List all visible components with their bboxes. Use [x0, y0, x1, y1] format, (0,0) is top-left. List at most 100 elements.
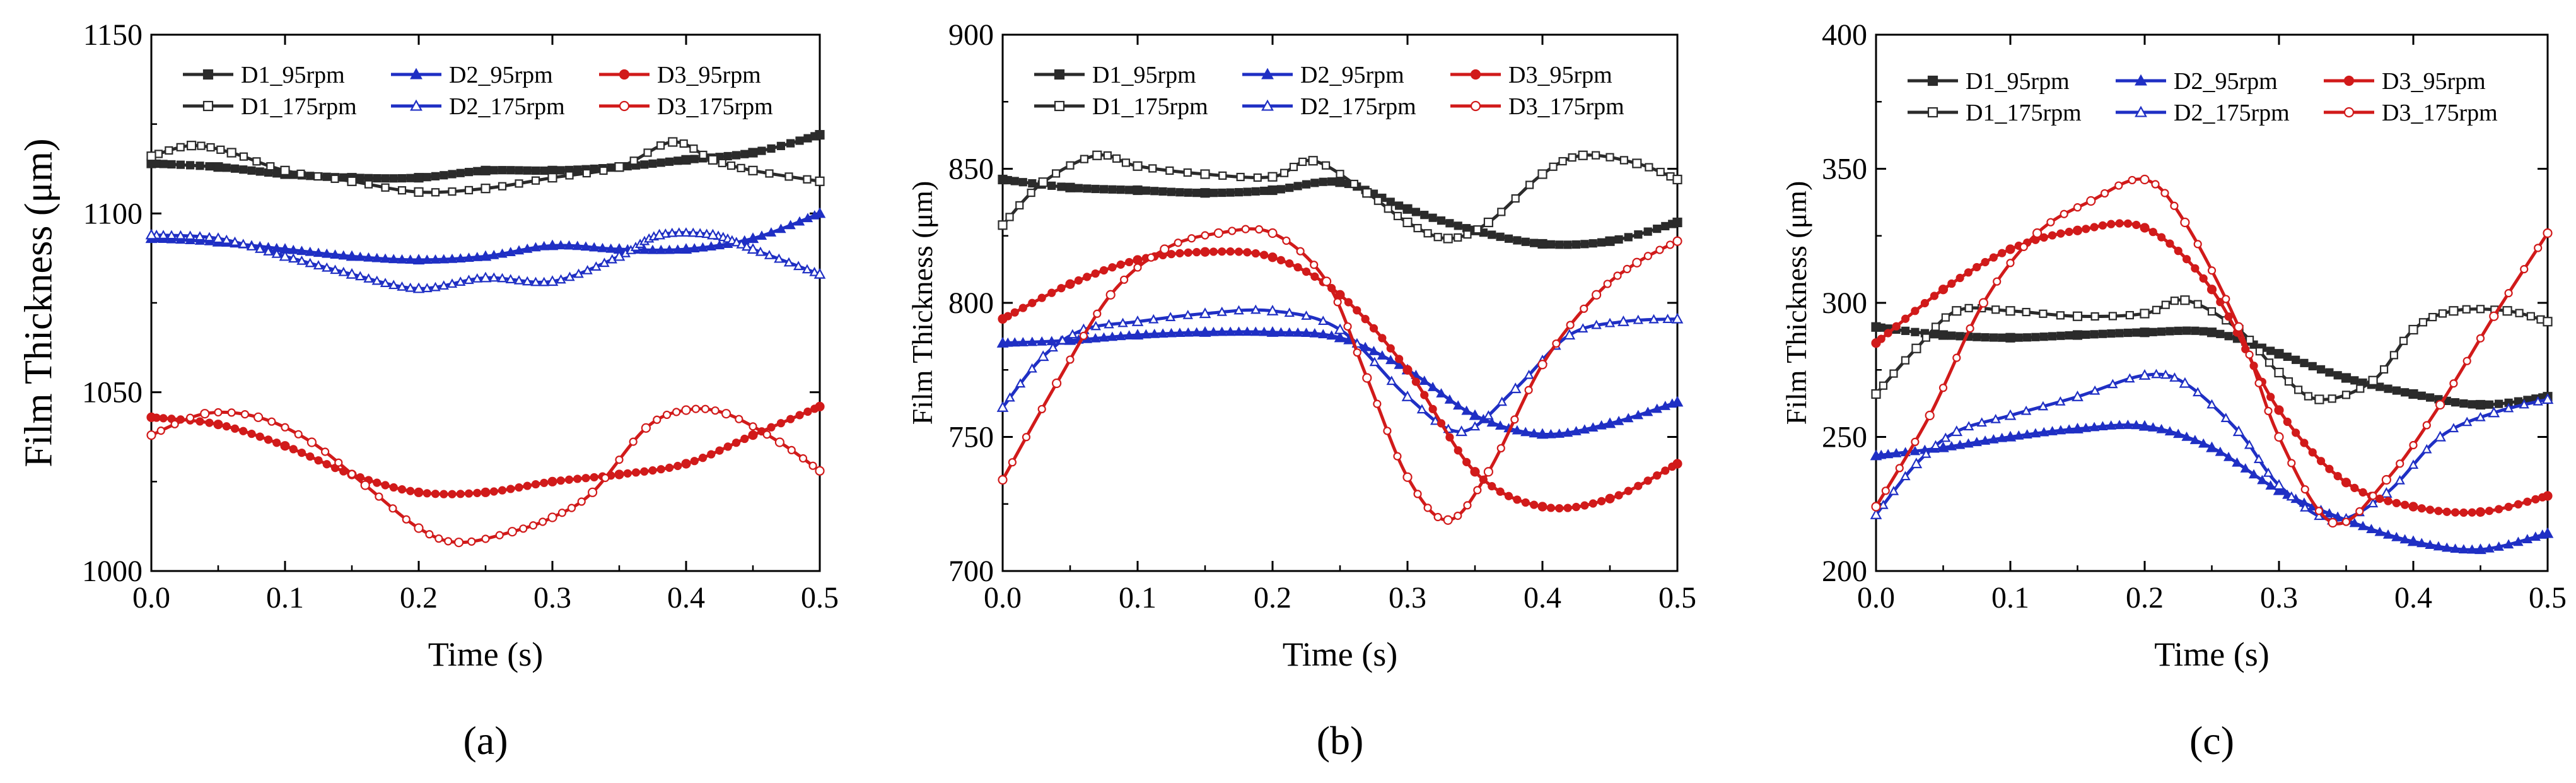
- data-marker: [688, 227, 699, 237]
- data-point: [2474, 543, 2486, 555]
- data-marker: [2014, 333, 2023, 342]
- data-marker: [2216, 329, 2225, 338]
- data-marker: [456, 490, 465, 498]
- data-point: [213, 420, 223, 430]
- x-axis-label: Time (s): [428, 635, 544, 673]
- data-marker: [1642, 406, 1653, 416]
- data-marker: [1445, 433, 1454, 442]
- data-point: [1334, 323, 1346, 334]
- data-point: [1065, 279, 1075, 289]
- data-marker: [2263, 468, 2274, 477]
- data-point: [998, 220, 1008, 230]
- data-marker: [1373, 399, 1382, 408]
- data-point: [2004, 430, 2017, 442]
- data-marker: [1336, 170, 1344, 179]
- data-marker: [467, 537, 476, 546]
- data-marker: [1955, 332, 1964, 341]
- data-marker: [680, 227, 692, 237]
- series-D1_175rpm: [146, 137, 825, 197]
- data-marker: [1394, 359, 1404, 369]
- data-marker: [1028, 298, 1037, 307]
- data-marker: [519, 524, 528, 533]
- data-marker: [1385, 355, 1396, 365]
- data-marker: [2100, 189, 2109, 198]
- data-marker: [305, 246, 315, 256]
- data-marker: [1469, 421, 1481, 431]
- data-point: [2232, 425, 2245, 437]
- data-marker: [577, 497, 586, 506]
- data-marker: [1125, 257, 1134, 267]
- data-marker: [660, 228, 671, 238]
- legend-label: D3_95rpm: [1508, 62, 1612, 88]
- data-marker: [2115, 329, 2124, 338]
- data-marker: [539, 240, 549, 250]
- data-marker: [2316, 365, 2326, 374]
- data-point: [2072, 311, 2083, 321]
- data-marker: [776, 141, 786, 150]
- data-marker: [1888, 485, 1899, 495]
- data-marker: [230, 424, 240, 433]
- data-marker: [2394, 474, 2405, 485]
- data-point: [998, 474, 1008, 485]
- data-marker: [538, 517, 547, 526]
- data-point: [2408, 324, 2418, 335]
- data-marker: [1187, 234, 1196, 243]
- data-marker: [1090, 333, 1101, 343]
- data-marker: [673, 227, 684, 237]
- data-marker: [2358, 488, 2367, 497]
- data-marker: [1634, 230, 1643, 239]
- legend-entry: D2_95rpm: [1242, 62, 1404, 88]
- data-marker: [388, 504, 397, 513]
- data-marker: [375, 492, 383, 501]
- data-marker: [647, 244, 658, 254]
- data-marker: [528, 521, 538, 530]
- data-marker: [2468, 508, 2476, 517]
- data-marker: [2148, 422, 2159, 432]
- data-marker: [1643, 227, 1652, 236]
- legend-entry: D1_95rpm: [183, 62, 345, 88]
- data-marker: [2215, 446, 2226, 456]
- data-marker: [2375, 382, 2384, 391]
- data-marker: [505, 274, 516, 283]
- legend-entry: D1_175rpm: [1908, 100, 2082, 126]
- data-point: [1871, 322, 1881, 332]
- data-marker: [2532, 396, 2543, 406]
- data-marker: [489, 487, 498, 496]
- data-marker: [2193, 300, 2202, 309]
- data-marker: [2056, 331, 2065, 340]
- y-axis-label: Film Thickness (μm): [18, 138, 61, 467]
- legend-entry: D1_95rpm: [1034, 62, 1196, 88]
- data-marker: [239, 165, 248, 174]
- series-line: [1875, 372, 2548, 522]
- data-marker: [1436, 388, 1447, 397]
- data-marker: [1990, 413, 2001, 423]
- data-marker: [2325, 368, 2334, 377]
- data-marker: [1578, 323, 1588, 333]
- data-marker: [2132, 328, 2141, 337]
- data-marker: [1218, 247, 1227, 256]
- data-marker: [1344, 298, 1353, 307]
- data-marker: [1010, 308, 1019, 317]
- data-point: [1910, 457, 1923, 469]
- data-marker: [2107, 329, 2116, 338]
- data-marker: [1022, 433, 1031, 442]
- data-marker: [1558, 156, 1567, 166]
- data-marker: [2523, 497, 2532, 506]
- data-marker: [1512, 425, 1523, 435]
- data-point: [414, 173, 424, 183]
- data-point: [2541, 527, 2554, 538]
- data-point: [1536, 428, 1549, 439]
- data-marker: [1301, 310, 1312, 320]
- data-marker: [1296, 247, 1305, 256]
- data-marker: [1036, 336, 1047, 346]
- data-marker: [2434, 507, 2443, 515]
- data-marker: [2115, 219, 2124, 228]
- data-marker: [334, 458, 343, 467]
- data-marker: [643, 148, 652, 157]
- data-point: [1133, 255, 1143, 265]
- data-marker: [1588, 239, 1597, 248]
- data-marker: [1579, 424, 1590, 434]
- data-point: [146, 430, 156, 440]
- data-point: [1402, 217, 1413, 228]
- data-marker: [580, 241, 592, 251]
